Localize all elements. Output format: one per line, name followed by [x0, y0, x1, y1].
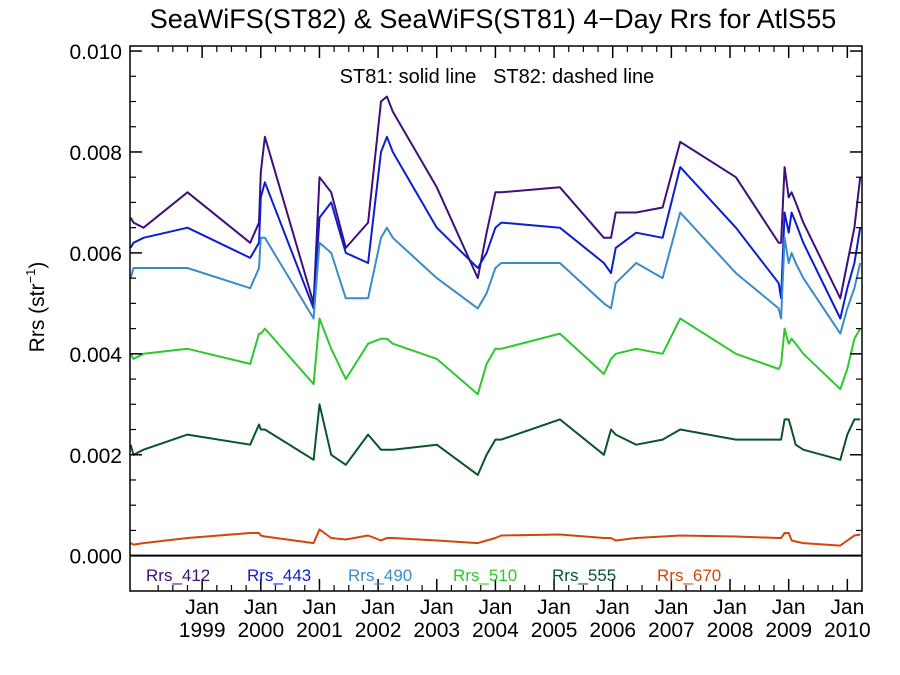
y-tick-label: 0.006 — [69, 243, 122, 266]
x-tick-year: 2000 — [237, 619, 284, 642]
x-tick-year: 2005 — [531, 619, 578, 642]
y-tick-label: 0.002 — [69, 445, 122, 468]
x-tick-month: Jan — [654, 596, 688, 619]
x-tick-year: 2009 — [765, 619, 812, 642]
x-tick-year: 2004 — [472, 619, 519, 642]
y-axis-label-sup: −1 — [23, 269, 38, 284]
x-tick-month: Jan — [772, 596, 806, 619]
plot-frame — [129, 45, 863, 592]
x-tick-month: Jan — [185, 596, 219, 619]
x-tick-year: 2002 — [355, 619, 402, 642]
chart-title: SeaWiFS(ST82) & SeaWiFS(ST81) 4−Day Rrs … — [150, 4, 836, 34]
legend-item-rrs-670: Rrs_670 — [657, 566, 721, 585]
x-tick-year: 2006 — [589, 619, 636, 642]
legend-item-rrs-555: Rrs_555 — [552, 566, 616, 585]
x-tick-month: Jan — [537, 596, 571, 619]
x-tick-month: Jan — [713, 596, 747, 619]
series-line-rrs-510 — [129, 317, 862, 396]
x-tick-month: Jan — [303, 596, 337, 619]
x-tick-year: 2001 — [296, 619, 343, 642]
series-line-rrs-443 — [129, 135, 862, 320]
x-tick-year: 1999 — [179, 619, 226, 642]
y-tick-label: 0.010 — [69, 41, 122, 64]
x-tick-month: Jan — [244, 596, 278, 619]
x-tick-year: 2010 — [824, 619, 871, 642]
x-tick-year: 2008 — [707, 619, 754, 642]
x-tick-month: Jan — [830, 596, 864, 619]
x-tick-month: Jan — [478, 596, 512, 619]
x-tick-year: 2003 — [413, 619, 460, 642]
legend-item-rrs-443: Rrs_443 — [247, 566, 311, 585]
legend-item-rrs-490: Rrs_490 — [348, 566, 412, 585]
x-tick-month: Jan — [361, 596, 395, 619]
y-tick-label: 0.008 — [69, 142, 122, 165]
y-axis-label-close: ) — [26, 262, 49, 269]
series-line-rrs-670 — [130, 528, 861, 547]
series-line-rrs-412 — [129, 95, 862, 305]
x-tick-year: 2007 — [648, 619, 695, 642]
legend-item-rrs-510: Rrs_510 — [453, 566, 517, 585]
plot-area: 0.0000.0020.0040.0060.0080.010Jan1999Jan… — [69, 41, 870, 642]
legend-item-rrs-412: Rrs_412 — [146, 566, 210, 585]
y-axis-label-text: Rrs (str — [26, 284, 49, 353]
series-line-rrs-490 — [129, 211, 862, 335]
y-tick-label: 0.004 — [69, 344, 122, 367]
x-tick-month: Jan — [596, 596, 630, 619]
y-tick-label: 0.000 — [69, 546, 122, 569]
line-style-note: ST81: solid line ST82: dashed line — [340, 66, 655, 88]
y-axis-label: Rrs (str−1) — [23, 262, 49, 353]
x-tick-month: Jan — [420, 596, 454, 619]
series-line-rrs-555 — [129, 403, 861, 476]
